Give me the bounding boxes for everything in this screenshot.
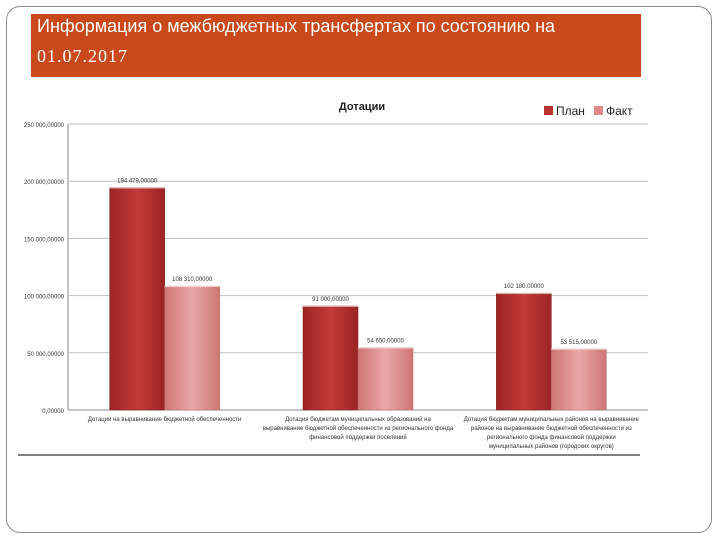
legend-swatch-fact — [594, 106, 603, 115]
bars — [109, 186, 607, 411]
y-tick-label: 100 000,00000 — [24, 295, 65, 301]
category-label: финансовой поддержки поселений — [309, 434, 407, 441]
data-label: 54 650,00000 — [367, 338, 404, 344]
category-label: Дотации на выравнивание бюджетной обеспе… — [88, 416, 241, 423]
bar-top-highlight — [358, 346, 413, 349]
bar-fact — [551, 348, 607, 411]
category-labels: Дотации на выравнивание бюджетной обеспе… — [88, 416, 640, 450]
data-label: 108 310,00000 — [172, 277, 213, 283]
data-label: 194 479,00000 — [117, 179, 158, 185]
category-label: выравнивание бюджетной обеспеченности из… — [263, 425, 454, 432]
category-label: регионального фонда финансовой поддержки — [487, 434, 616, 441]
bar-fact — [357, 347, 414, 411]
title-bar: Информация о межбюджетных трансфертах по… — [31, 14, 641, 77]
bar-top-highlight — [109, 186, 165, 189]
y-tick-label: 50 000,00000 — [27, 352, 64, 358]
slide-date: 01.07.2017 — [37, 46, 128, 66]
data-label: 53 515,00000 — [560, 340, 597, 346]
chart-title: Дотации — [339, 101, 385, 113]
y-tick-label: 200 000,00000 — [24, 180, 65, 186]
bar-fact — [164, 285, 220, 411]
bar-top-highlight — [496, 292, 552, 295]
legend-label-fact: Факт — [606, 104, 633, 118]
legend-swatch-plan — [544, 106, 553, 115]
y-tick-label: 150 000,00000 — [24, 237, 65, 243]
bar-plan — [302, 305, 359, 411]
slide-title: Информация о межбюджетных трансфертах по… — [37, 16, 556, 36]
bar-top-highlight — [551, 347, 607, 350]
category-label: Дотация бюджетам муниципальных районов н… — [464, 416, 640, 423]
y-tick-label: 250 000,00000 — [24, 123, 65, 129]
category-label: муниципальных районов (городских округов… — [489, 443, 614, 450]
data-label: 91 000,00000 — [312, 297, 349, 303]
bar-plan — [496, 292, 552, 411]
y-tick-labels: 0,00000 50 000,00000 100 000,00000 150 000,… — [24, 123, 65, 415]
y-tick-label: 0,00000 — [42, 409, 64, 415]
bar-top-highlight — [303, 304, 358, 307]
category-label: Дотация бюджетам муниципальных образован… — [285, 416, 431, 423]
data-label: 102 180,00000 — [504, 284, 545, 290]
legend-label-plan: План — [556, 104, 585, 118]
data-labels: 194 479,00000 108 310,00000 91 000,00000 54… — [117, 179, 598, 346]
category-label: районов на выравнивание бюджетной обеспе… — [471, 425, 632, 432]
bar-plan — [109, 187, 165, 411]
bar-top-highlight — [164, 285, 220, 288]
legend: План Факт — [544, 104, 633, 118]
